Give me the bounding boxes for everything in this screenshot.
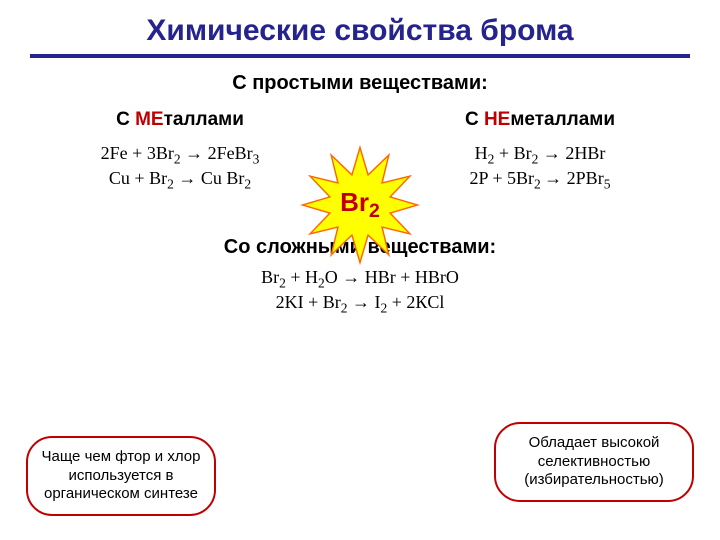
title-underline xyxy=(30,54,690,58)
eq-nonmetals-2: 2P + 5Br2 → 2PBr5 xyxy=(410,168,670,193)
section-simple: С простыми веществами: xyxy=(0,72,720,95)
col-nonmetals-suffix: металлами xyxy=(510,109,615,130)
eq-nonmetals-1: H2 + Br2 → 2HBr xyxy=(410,143,670,168)
col-nonmetals-prefix: С xyxy=(465,109,484,130)
starburst: Br2 xyxy=(300,145,420,265)
col-nonmetals: С НЕметаллами H2 + Br2 → 2HBr 2P + 5Br2 … xyxy=(410,109,670,192)
page-title: Химические свойства брома xyxy=(0,0,720,48)
eq-metals-2: Cu + Br2 → Cu Br2 xyxy=(50,168,310,193)
col-nonmetals-heading: С НЕметаллами xyxy=(410,109,670,131)
col-metals: С МЕталлами 2Fe + 3Br2 → 2FeBr3 Cu + Br2… xyxy=(50,109,310,192)
col-metals-prefix: С xyxy=(116,109,135,130)
note-left: Чаще чем фтор и хлор используется в орга… xyxy=(26,436,216,516)
eq-complex-1: Br2 + H2O → HBr + HBrO xyxy=(261,267,459,292)
complex-equations: Br2 + H2O → HBr + HBrO 2KI + Br2 → I2 + … xyxy=(0,267,720,316)
col-metals-suffix: таллами xyxy=(164,109,244,130)
eq-complex-2: 2KI + Br2 → I2 + 2КCl xyxy=(276,292,445,317)
starburst-label: Br2 xyxy=(340,187,380,223)
col-metals-accent: МЕ xyxy=(135,109,164,130)
eq-metals-1: 2Fe + 3Br2 → 2FeBr3 xyxy=(50,143,310,168)
note-right: Обладает высокой селективностью (избират… xyxy=(494,422,694,502)
col-nonmetals-accent: НЕ xyxy=(484,109,510,130)
col-metals-heading: С МЕталлами xyxy=(50,109,310,131)
columns: С МЕталлами 2Fe + 3Br2 → 2FeBr3 Cu + Br2… xyxy=(50,109,670,192)
